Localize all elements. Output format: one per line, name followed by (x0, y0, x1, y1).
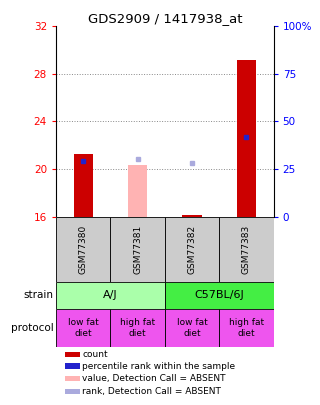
Bar (182, 215, 202, 217)
Bar (219, 217, 274, 282)
Text: high fat
diet: high fat diet (120, 318, 155, 338)
Text: GSM77382: GSM77382 (188, 225, 196, 274)
Title: GDS2909 / 1417938_at: GDS2909 / 1417938_at (88, 12, 242, 25)
Bar (56, 282, 165, 309)
Text: protocol: protocol (11, 323, 53, 333)
Text: count: count (82, 350, 108, 359)
Bar (65, 376, 80, 381)
Text: value, Detection Call = ABSENT: value, Detection Call = ABSENT (82, 374, 226, 383)
Text: low fat
diet: low fat diet (177, 318, 207, 338)
Bar (219, 309, 274, 347)
Bar (56, 217, 110, 282)
Bar (165, 217, 219, 282)
Bar (110, 309, 165, 347)
Bar (65, 389, 80, 394)
Bar (128, 166, 147, 217)
Text: GSM77383: GSM77383 (242, 225, 251, 274)
Text: C57BL/6J: C57BL/6J (194, 290, 244, 301)
Bar (110, 217, 165, 282)
Bar (237, 60, 256, 217)
Text: high fat
diet: high fat diet (229, 318, 264, 338)
Bar (165, 282, 274, 309)
Text: GSM77381: GSM77381 (133, 225, 142, 274)
Bar (65, 364, 80, 369)
Text: rank, Detection Call = ABSENT: rank, Detection Call = ABSENT (82, 387, 221, 396)
Text: low fat
diet: low fat diet (68, 318, 99, 338)
Text: strain: strain (23, 290, 53, 301)
Text: GSM77380: GSM77380 (79, 225, 88, 274)
Bar (65, 352, 80, 357)
Text: A/J: A/J (103, 290, 118, 301)
Bar (56, 309, 110, 347)
Text: percentile rank within the sample: percentile rank within the sample (82, 362, 235, 371)
Bar (165, 309, 219, 347)
Bar (74, 153, 93, 217)
